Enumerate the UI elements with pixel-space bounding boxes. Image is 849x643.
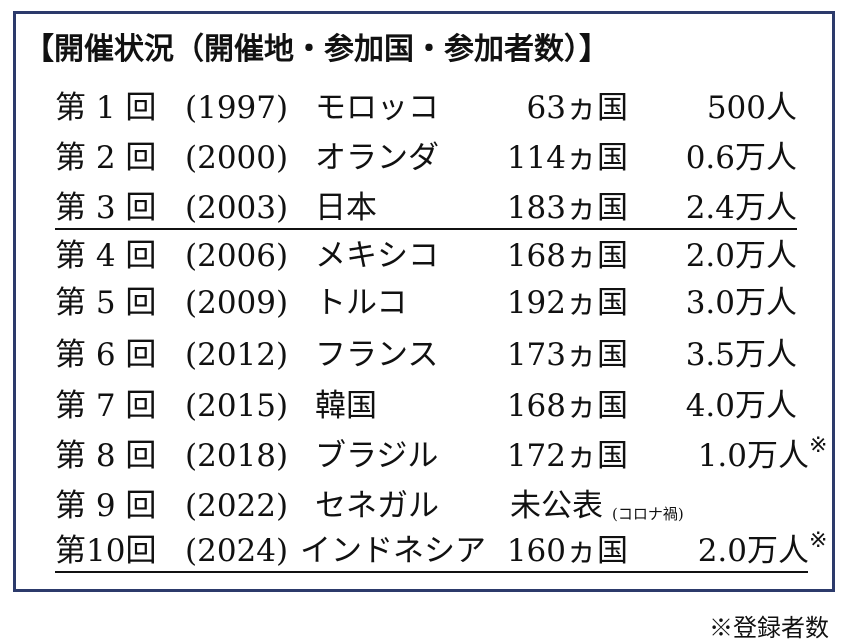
countries: 未公表 (510, 488, 603, 524)
venue: フランス (315, 337, 439, 373)
year: (2024) (185, 533, 289, 569)
venue: 日本 (315, 190, 377, 226)
participants: 3.5万人 (685, 337, 797, 373)
venue: オランダ (315, 140, 439, 176)
countries: 192ヵ国 (506, 285, 628, 321)
countries: 183ヵ国 (506, 190, 628, 226)
venue: 韓国 (315, 388, 377, 424)
venue: インドネシア (300, 533, 486, 569)
edition: 第 6 回 (55, 337, 157, 373)
countries: 172ヵ国 (506, 438, 628, 474)
year: (2000) (185, 140, 289, 176)
mark: ※ (809, 433, 828, 458)
countries: 63ヵ国 (526, 90, 628, 126)
edition: 第 2 回 (55, 140, 157, 176)
countries: 168ヵ国 (506, 388, 628, 424)
edition: 第 9 回 (55, 488, 157, 524)
countries: 114ヵ国 (506, 140, 628, 176)
participants: 0.6万人 (685, 140, 797, 176)
countries: 173ヵ国 (506, 337, 628, 373)
mark: ※ (809, 528, 828, 553)
title: 【開催状況（開催地・参加国・参加者数）】 (24, 32, 609, 67)
year: (2006) (185, 238, 289, 274)
edition: 第 3 回 (55, 190, 157, 226)
year: (1997) (185, 90, 289, 126)
edition: 第 5 回 (55, 285, 157, 321)
countries: 160ヵ国 (506, 533, 628, 569)
year: (2003) (185, 190, 289, 226)
countries-note: (コロナ禍) (612, 505, 684, 523)
underline (55, 228, 797, 230)
edition: 第10回 (55, 533, 157, 569)
participants: 3.0万人 (685, 285, 797, 321)
underline (55, 571, 808, 573)
participants: 4.0万人 (685, 388, 797, 424)
participants: 500人 (706, 90, 797, 126)
venue: トルコ (315, 285, 408, 321)
venue: モロッコ (315, 90, 439, 126)
frame (13, 11, 835, 592)
venue: メキシコ (315, 238, 439, 274)
year: (2012) (185, 337, 289, 373)
year: (2015) (185, 388, 289, 424)
participants: 2.0万人 (685, 238, 797, 274)
edition: 第 7 回 (55, 388, 157, 424)
countries: 168ヵ国 (506, 238, 628, 274)
venue: セネガル (315, 488, 439, 524)
edition: 第 1 回 (55, 90, 157, 126)
year: (2018) (185, 438, 289, 474)
participants: 1.0万人 (697, 438, 809, 474)
participants: 2.0万人 (697, 533, 809, 569)
edition: 第 8 回 (55, 438, 157, 474)
year: (2009) (185, 285, 289, 321)
edition: 第 4 回 (55, 238, 157, 274)
participants: 2.4万人 (685, 190, 797, 226)
venue: ブラジル (315, 438, 439, 474)
year: (2022) (185, 488, 289, 524)
footnote: ※登録者数 (709, 614, 829, 642)
